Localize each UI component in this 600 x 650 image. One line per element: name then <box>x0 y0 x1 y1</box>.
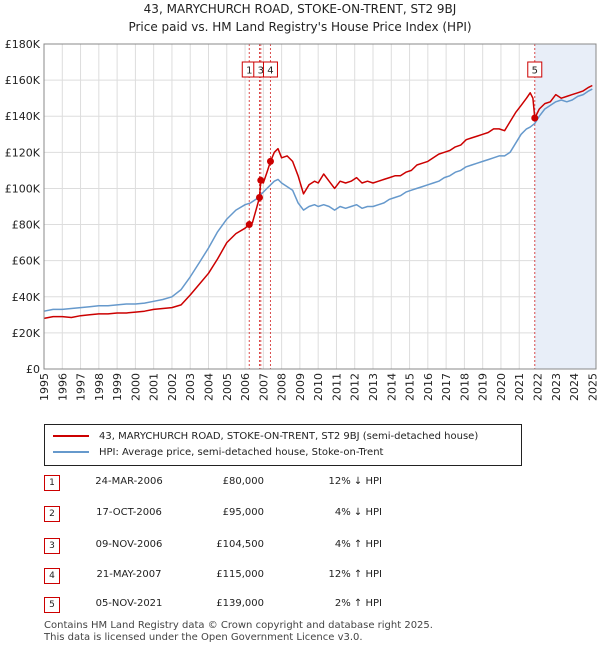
y-tick-label: £120K <box>5 146 41 159</box>
sale-marker-label: 4 <box>267 66 273 77</box>
x-tick-label: 2021 <box>513 373 526 401</box>
sale-marker-box <box>262 61 278 78</box>
transaction-price: £95,000 <box>222 507 264 518</box>
footer-license: This data is licensed under the Open Gov… <box>44 632 363 643</box>
x-tick-label: 2014 <box>385 373 398 401</box>
sale-marker-label: 1 <box>246 66 252 77</box>
x-tick-label: 2023 <box>550 373 563 401</box>
transaction-number: 4 <box>44 568 60 584</box>
transaction-hpi-diff: 12% ↓ HPI <box>328 476 382 487</box>
sale-marker-label: 3 <box>258 66 264 77</box>
plot-frame <box>43 43 597 370</box>
x-tick-label: 2020 <box>495 373 508 401</box>
sale-point <box>531 114 539 122</box>
sale-point <box>255 193 263 201</box>
sale-vlines <box>248 44 536 369</box>
sale-point <box>266 157 274 165</box>
y-tick-label: £160K <box>5 74 41 87</box>
y-tick-label: £20K <box>12 327 41 340</box>
transaction-row: 1 24-MAR-2006 £80,000 12% ↓ HPI <box>44 474 424 492</box>
sale-marker-label: 5 <box>532 66 538 77</box>
transaction-number: 5 <box>44 597 60 613</box>
x-tick-label: 1997 <box>75 373 88 401</box>
sale-marker-box <box>527 61 543 78</box>
x-tick-label: 2025 <box>586 373 599 401</box>
transaction-number: 2 <box>44 506 60 522</box>
y-tick-label: £40K <box>12 291 41 304</box>
x-tick-label: 2003 <box>184 373 197 401</box>
x-tick-label: 2006 <box>239 373 252 401</box>
y-tick-label: £80K <box>12 219 41 232</box>
x-tick-label: 2008 <box>276 373 289 401</box>
shade-layer <box>534 44 596 369</box>
x-tick-label: 2011 <box>330 373 343 401</box>
transaction-number: 1 <box>44 475 60 491</box>
x-tick-label: 2002 <box>166 373 179 401</box>
x-tick-label: 2017 <box>440 373 453 401</box>
x-tick-label: 2018 <box>458 373 471 401</box>
legend-swatch-hpi <box>53 451 89 453</box>
transaction-row: 2 17-OCT-2006 £95,000 4% ↓ HPI <box>44 505 424 523</box>
transaction-hpi-diff: 4% ↓ HPI <box>334 507 382 518</box>
transaction-number: 3 <box>44 538 60 554</box>
legend-label-property: 43, MARYCHURCH ROAD, STOKE-ON-TRENT, ST2… <box>99 431 479 442</box>
transaction-hpi-diff: 2% ↑ HPI <box>334 598 382 609</box>
x-tick-label: 2001 <box>148 373 161 401</box>
x-tick-label: 1998 <box>93 373 106 401</box>
transaction-price: £104,500 <box>216 539 264 550</box>
x-tick-label: 1995 <box>38 373 51 401</box>
transaction-date: 24-MAR-2006 <box>95 476 163 487</box>
y-tick-label: £180K <box>5 38 41 51</box>
y-tick-label: £60K <box>12 255 41 268</box>
legend-item-hpi: HPI: Average price, semi-detached house,… <box>53 445 383 461</box>
x-tick-label: 2010 <box>312 373 325 401</box>
hpi-line <box>43 88 593 312</box>
transaction-price: £139,000 <box>216 598 264 609</box>
x-tick-label: 2012 <box>349 373 362 401</box>
legend-swatch-property <box>53 435 89 437</box>
sale-point <box>257 176 265 184</box>
transaction-date: 09-NOV-2006 <box>95 539 163 550</box>
series-layer <box>43 84 593 320</box>
chart-title: 43, MARYCHURCH ROAD, STOKE-ON-TRENT, ST2… <box>143 2 457 16</box>
transaction-date: 05-NOV-2021 <box>95 598 163 609</box>
x-tick-label: 2022 <box>532 373 545 401</box>
axis-layer: £0 £20K £40K £60K £80K £100K £120K £140K £160K £1… <box>5 38 600 401</box>
x-tick-label: 2004 <box>203 373 216 401</box>
x-tick-label: 1996 <box>56 373 69 401</box>
shaded-region <box>534 44 596 369</box>
x-tick-label: 2000 <box>129 373 142 401</box>
transaction-date: 17-OCT-2006 <box>96 507 162 518</box>
y-tick-label: £100K <box>5 182 41 195</box>
transaction-date: 21-MAY-2007 <box>96 569 162 580</box>
x-tick-label: 2024 <box>568 373 581 401</box>
x-tick-label: 2009 <box>294 373 307 401</box>
x-tick-label: 2007 <box>257 373 270 401</box>
transaction-price: £80,000 <box>222 476 264 487</box>
y-tick-label: £140K <box>5 110 41 123</box>
transaction-hpi-diff: 12% ↑ HPI <box>328 569 382 580</box>
y-tick-label: £0 <box>26 363 40 376</box>
sale-points <box>245 114 539 229</box>
sale-point <box>245 221 253 229</box>
transaction-row: 4 21-MAY-2007 £115,000 12% ↑ HPI <box>44 567 424 585</box>
x-tick-label: 1999 <box>111 373 124 401</box>
property-price-line <box>43 84 593 320</box>
x-tick-label: 2015 <box>404 373 417 401</box>
x-tick-label: 2013 <box>367 373 380 401</box>
x-tick-label: 2005 <box>221 373 234 401</box>
x-tick-label: 2019 <box>477 373 490 401</box>
transaction-row: 3 09-NOV-2006 £104,500 4% ↑ HPI <box>44 537 424 555</box>
transaction-row: 5 05-NOV-2021 £139,000 2% ↑ HPI <box>44 596 424 614</box>
legend: 43, MARYCHURCH ROAD, STOKE-ON-TRENT, ST2… <box>44 424 522 466</box>
transaction-price: £115,000 <box>216 569 264 580</box>
x-tick-label: 2016 <box>422 373 435 401</box>
transaction-hpi-diff: 4% ↑ HPI <box>334 539 382 550</box>
footer-copyright: Contains HM Land Registry data © Crown c… <box>44 620 433 631</box>
chart-subtitle: Price paid vs. HM Land Registry's House … <box>128 20 472 34</box>
legend-label-hpi: HPI: Average price, semi-detached house,… <box>99 447 384 458</box>
legend-item-property: 43, MARYCHURCH ROAD, STOKE-ON-TRENT, ST2… <box>53 429 478 445</box>
